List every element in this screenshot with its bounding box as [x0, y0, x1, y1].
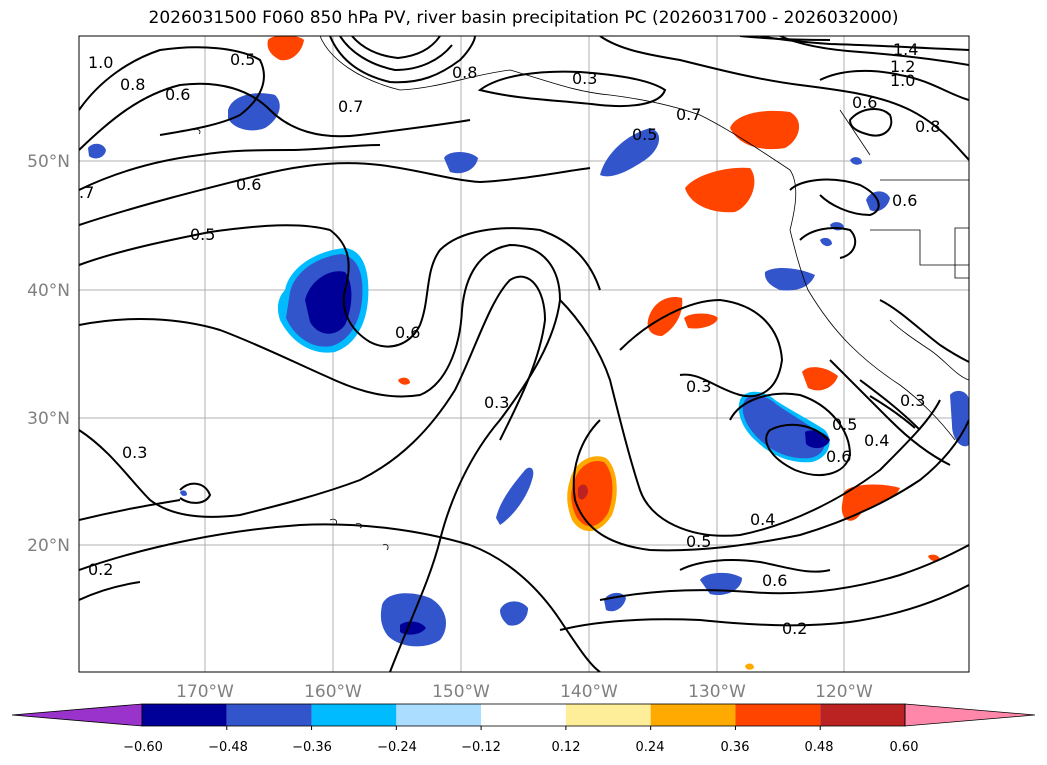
- colorbar-extend-low: [11, 703, 143, 727]
- colorbar-swatch: [226, 704, 312, 726]
- colorbar-swatch: [396, 704, 482, 726]
- colorbar-label: −0.60: [123, 740, 163, 755]
- contour-label: 0.4: [864, 431, 889, 450]
- lon-label: 170°W: [176, 682, 234, 702]
- contour-label: 0.5: [632, 125, 657, 144]
- contour-label: 0.3: [900, 391, 925, 410]
- lon-label: 150°W: [432, 682, 490, 702]
- colorbar-label: −0.36: [292, 740, 332, 755]
- lat-label: 30°N: [27, 409, 70, 429]
- contour-label: 0.3: [572, 69, 597, 88]
- contour-label: 1.0: [88, 53, 113, 72]
- contour-label: 0.5: [190, 225, 215, 244]
- colorbar-label: 0.60: [890, 740, 919, 755]
- contour-label: 0.7: [338, 97, 363, 116]
- contour-label: 0.2: [782, 619, 807, 638]
- colorbar-label: 0.12: [552, 740, 581, 755]
- colorbar-labels: −0.60 −0.48 −0.36 −0.24 −0.12 0.12 0.24 …: [123, 740, 918, 755]
- contour-label: 1.4: [893, 40, 918, 59]
- lat-label: 40°N: [27, 281, 70, 301]
- contour-label: 0.8: [452, 63, 477, 82]
- contour-label: 0.3: [686, 377, 711, 396]
- colorbar-swatch: [481, 704, 566, 726]
- map-panel: [79, 36, 969, 672]
- lon-labels: 170°W 160°W 150°W 140°W 130°W 120°W: [176, 682, 873, 702]
- lon-label: 140°W: [560, 682, 618, 702]
- lat-labels: 50°N 40°N 30°N 20°N: [27, 152, 70, 556]
- pv-contours: [79, 36, 969, 672]
- lat-label: 50°N: [27, 152, 70, 172]
- lon-label: 130°W: [688, 682, 746, 702]
- contour-label: 0.8: [120, 75, 145, 94]
- coastlines: [193, 36, 969, 551]
- colorbar-label: 0.24: [636, 740, 665, 755]
- contour-label: 0.5: [832, 415, 857, 434]
- colorbar-swatch: [820, 704, 905, 726]
- colorbar-swatch: [735, 704, 821, 726]
- colorbar-frame: [141, 703, 906, 727]
- colorbar-label: −0.12: [461, 740, 501, 755]
- contour-label: 0.8: [915, 117, 940, 136]
- colorbar-label: 0.36: [721, 740, 750, 755]
- colorbar-swatch: [565, 704, 651, 726]
- colorbar-swatch: [650, 704, 736, 726]
- contour-label: 0.4: [750, 510, 775, 529]
- map-title: 2026031500 F060 850 hPa PV, river basin …: [148, 8, 899, 28]
- contour-labels: 1.0 0.8 0.6 0.5 0.7 .7 0.8 0.3 1.4 1.2 1…: [79, 40, 940, 638]
- colorbar-label: −0.48: [208, 740, 248, 755]
- colorbar-swatch: [311, 704, 397, 726]
- precip-blobs: [88, 36, 969, 670]
- contour-label: 0.2: [88, 560, 113, 579]
- colorbar-swatch: [142, 704, 227, 726]
- colorbar-label: 0.48: [805, 740, 834, 755]
- contour-label: 0.6: [236, 175, 261, 194]
- contour-label: 0.3: [484, 393, 509, 412]
- lon-label: 160°W: [304, 682, 362, 702]
- lon-label: 120°W: [815, 682, 873, 702]
- colorbar: [11, 703, 1036, 730]
- contour-label: 0.6: [165, 85, 190, 104]
- contour-label: 0.7: [676, 105, 701, 124]
- contour-label: 0.6: [826, 447, 851, 466]
- gridlines: [79, 36, 969, 672]
- contour-label: 1.2: [890, 57, 915, 76]
- contour-label: 0.6: [762, 571, 787, 590]
- map-frame: [78, 35, 970, 673]
- colorbar-extend-high: [904, 703, 1036, 727]
- contour-label: 0.6: [395, 323, 420, 342]
- contour-label: 0.3: [122, 443, 147, 462]
- colorbar-label: −0.24: [377, 740, 417, 755]
- contour-label: 0.5: [686, 532, 711, 551]
- contour-label: 0.5: [230, 50, 255, 69]
- contour-label: 0.6: [852, 93, 877, 112]
- contour-label: .7: [79, 183, 94, 202]
- contour-label: 0.6: [892, 191, 917, 210]
- contour-label: 1.0: [890, 71, 915, 90]
- lat-label: 20°N: [27, 536, 70, 556]
